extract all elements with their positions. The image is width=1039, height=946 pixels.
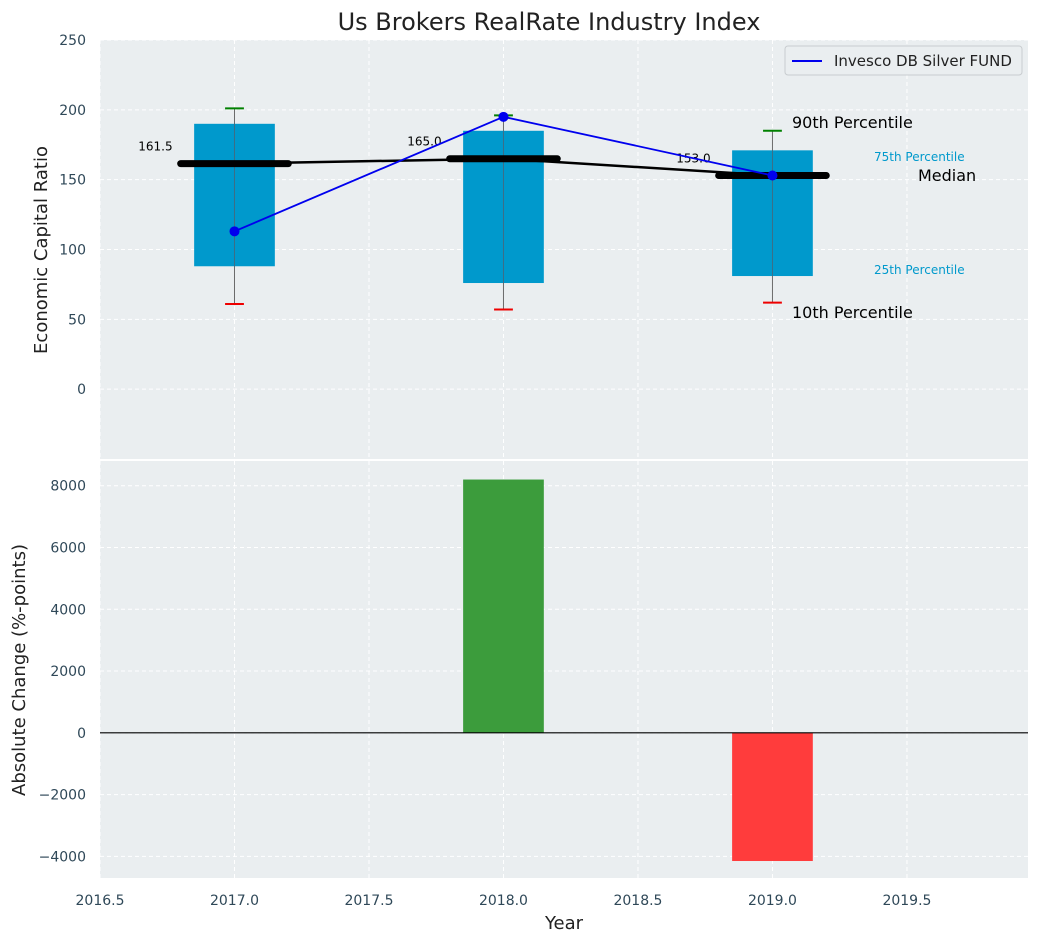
median-annotation: Median bbox=[918, 166, 976, 185]
top-y-tick-label: 50 bbox=[68, 312, 86, 328]
bottom-grid bbox=[99, 461, 1028, 878]
x-tick-label: 2018.5 bbox=[613, 893, 662, 909]
x-tick-label: 2019.0 bbox=[748, 893, 797, 909]
x-tick-label: 2019.5 bbox=[882, 893, 931, 909]
x-tick-label: 2016.5 bbox=[76, 893, 125, 909]
median-value-label: 161.5 bbox=[138, 140, 172, 154]
top-y-tick-label: 250 bbox=[59, 33, 86, 49]
fund-point bbox=[767, 170, 778, 181]
chart-title: Us Brokers RealRate Industry Index bbox=[338, 8, 761, 36]
p90-annotation: 90th Percentile bbox=[792, 113, 913, 132]
fund-point bbox=[498, 111, 509, 122]
bottom-y-tick-label: 6000 bbox=[50, 540, 86, 556]
change-bars-group bbox=[100, 479, 1028, 862]
change-bar bbox=[463, 479, 544, 733]
legend-label-fund: Invesco DB Silver FUND bbox=[834, 52, 1012, 70]
bottom-y-axis-label: Absolute Change (%-points) bbox=[9, 544, 30, 796]
bottom-y-tick-label: 2000 bbox=[50, 664, 86, 680]
top-y-tick-label: 0 bbox=[77, 382, 86, 398]
x-axis-label: Year bbox=[544, 913, 584, 934]
bottom-y-tick-label: 8000 bbox=[50, 479, 86, 495]
bottom-x-ticks: 2016.5 2017.0 2017.5 2018.0 2018.5 2019.0 2019… bbox=[76, 893, 932, 909]
top-y-axis-label: Economic Capital Ratio bbox=[31, 146, 52, 354]
bottom-y-ticks: −4000 −2000 0 2000 4000 6000 8000 bbox=[39, 479, 86, 866]
median-trend-line bbox=[234, 157, 773, 177]
median-value-label: 165.0 bbox=[407, 135, 441, 149]
x-tick-label: 2018.0 bbox=[479, 893, 528, 909]
bottom-y-tick-label: −4000 bbox=[39, 849, 86, 865]
p10-annotation: 10th Percentile bbox=[792, 303, 913, 322]
x-tick-label: 2017.0 bbox=[210, 893, 259, 909]
top-y-tick-label: 200 bbox=[59, 103, 86, 119]
p25-annotation: 25th Percentile bbox=[874, 263, 965, 277]
x-tick-label: 2017.5 bbox=[344, 893, 393, 909]
bottom-y-tick-label: −2000 bbox=[39, 788, 86, 804]
bottom-y-tick-label: 4000 bbox=[50, 602, 86, 618]
fund-series-group bbox=[229, 111, 778, 237]
top-y-tick-label: 100 bbox=[59, 243, 86, 259]
p75-annotation: 75th Percentile bbox=[874, 150, 965, 164]
top-y-tick-label: 150 bbox=[59, 173, 86, 189]
bottom-plot-area bbox=[100, 461, 1028, 878]
legend: Invesco DB Silver FUND bbox=[784, 45, 1023, 76]
fund-point bbox=[229, 226, 240, 237]
bottom-y-tick-label: 0 bbox=[77, 726, 86, 742]
top-y-ticks: 0 50 100 150 200 250 bbox=[59, 33, 86, 398]
legend-box bbox=[784, 45, 1023, 76]
change-bar bbox=[732, 732, 813, 862]
